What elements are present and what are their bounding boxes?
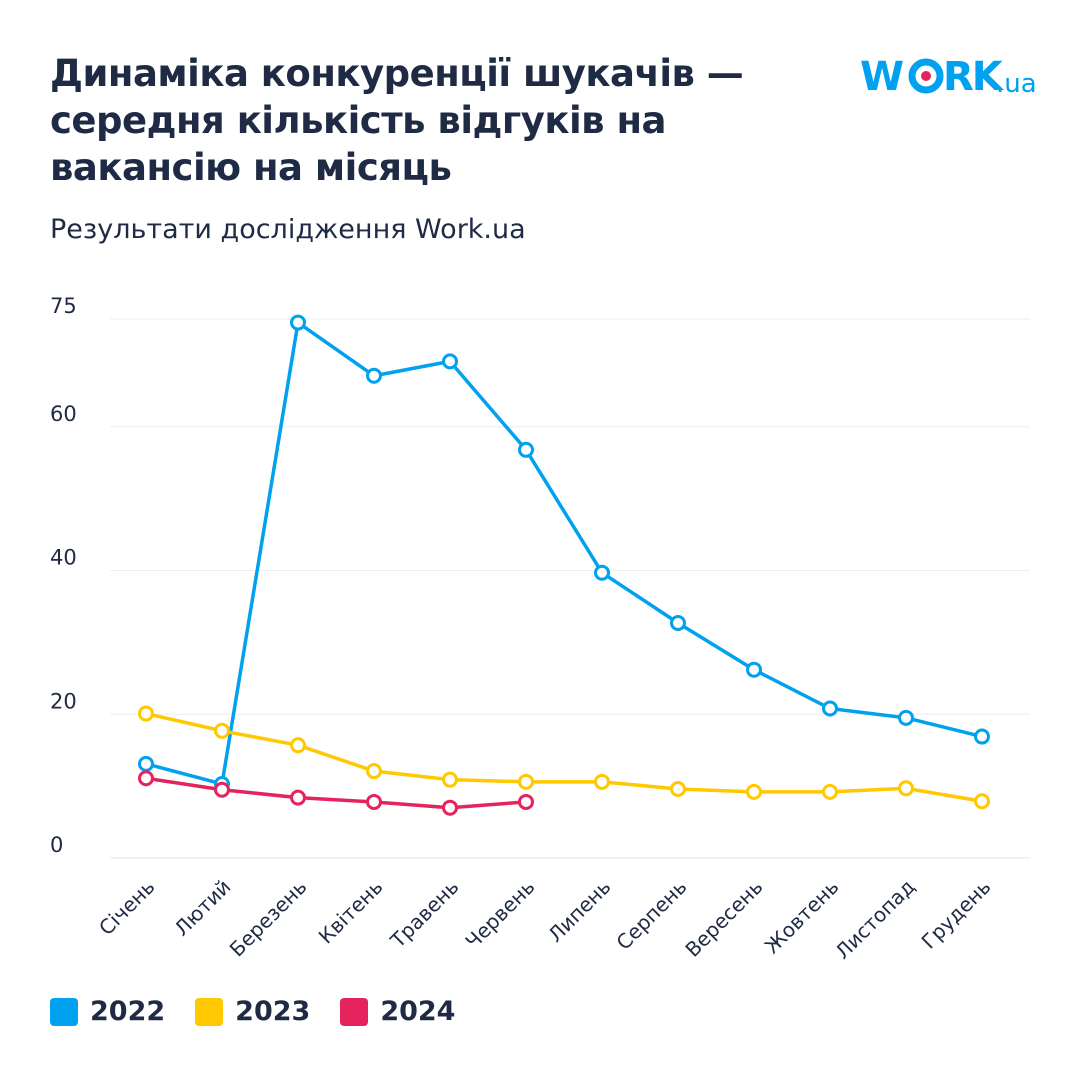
x-tick-label: Грудень xyxy=(917,875,996,954)
legend-item-2024: 2024 xyxy=(340,996,455,1027)
svg-text:RK: RK xyxy=(943,54,1005,100)
x-tick-label: Вересень xyxy=(680,875,767,962)
data-point-2024 xyxy=(138,770,154,787)
data-point-2023 xyxy=(670,781,686,798)
data-point-2022 xyxy=(594,564,610,581)
chart-title: Динаміка конкуренції шукачів — середня к… xyxy=(50,52,744,189)
data-point-2024 xyxy=(214,781,230,798)
data-point-2023 xyxy=(746,783,762,800)
y-tick-label: 0 xyxy=(50,833,63,857)
svg-text:.ua: .ua xyxy=(996,69,1035,99)
data-point-2023 xyxy=(594,773,610,790)
y-tick-label: 75 xyxy=(50,294,77,318)
data-point-2023 xyxy=(138,705,154,722)
legend-swatch xyxy=(50,997,78,1026)
data-point-2022 xyxy=(974,728,990,745)
data-point-2023 xyxy=(974,793,990,810)
data-point-2023 xyxy=(822,783,838,800)
data-point-2022 xyxy=(290,314,306,331)
x-tick-label: Серпень xyxy=(611,875,691,955)
data-point-2022 xyxy=(442,353,458,370)
x-tick-label: Листопад xyxy=(830,875,919,964)
data-point-2023 xyxy=(214,722,230,739)
data-point-2023 xyxy=(518,773,534,790)
y-tick-label: 60 xyxy=(50,402,77,426)
data-point-2022 xyxy=(822,700,838,717)
data-point-2022 xyxy=(898,709,914,726)
legend-item-2023: 2023 xyxy=(195,996,310,1027)
x-tick-label: Липень xyxy=(543,875,615,947)
x-tick-label: Червень xyxy=(461,875,540,954)
legend-swatch xyxy=(340,997,369,1026)
data-point-2024 xyxy=(518,793,534,810)
x-tick-label: Лютий xyxy=(169,875,235,941)
legend-label: 2023 xyxy=(235,996,311,1027)
series-line-2024 xyxy=(145,776,527,810)
data-point-2023 xyxy=(442,771,458,788)
data-point-2024 xyxy=(366,793,382,810)
chart-subtitle: Результати дослідження Work.ua xyxy=(50,214,526,245)
x-tick-label: Січень xyxy=(94,875,159,940)
data-point-2023 xyxy=(898,780,914,797)
series-line-2023 xyxy=(145,711,983,803)
legend-swatch xyxy=(195,997,224,1026)
data-point-2024 xyxy=(290,789,306,806)
legend-label: 2022 xyxy=(90,996,166,1027)
work-ua-logo: W RK .ua xyxy=(860,52,1037,106)
x-tick-label: Березень xyxy=(225,875,312,962)
legend-label: 2024 xyxy=(380,996,456,1027)
x-tick-label: Травень xyxy=(385,875,464,954)
x-tick-label: Квітень xyxy=(314,875,388,949)
y-tick-label: 20 xyxy=(50,689,77,713)
data-point-2023 xyxy=(366,763,382,780)
data-point-2022 xyxy=(366,367,382,384)
data-point-2022 xyxy=(138,755,154,772)
legend: 2022 2023 2024 xyxy=(50,996,455,1027)
svg-text:W: W xyxy=(860,54,903,100)
data-point-2022 xyxy=(518,441,534,458)
data-point-2022 xyxy=(746,661,762,678)
data-point-2022 xyxy=(670,614,686,631)
y-tick-label: 40 xyxy=(50,546,77,570)
series-line-2022 xyxy=(145,320,983,786)
data-point-2023 xyxy=(290,737,306,754)
legend-item-2022: 2022 xyxy=(50,996,165,1027)
data-point-2024 xyxy=(442,799,458,816)
